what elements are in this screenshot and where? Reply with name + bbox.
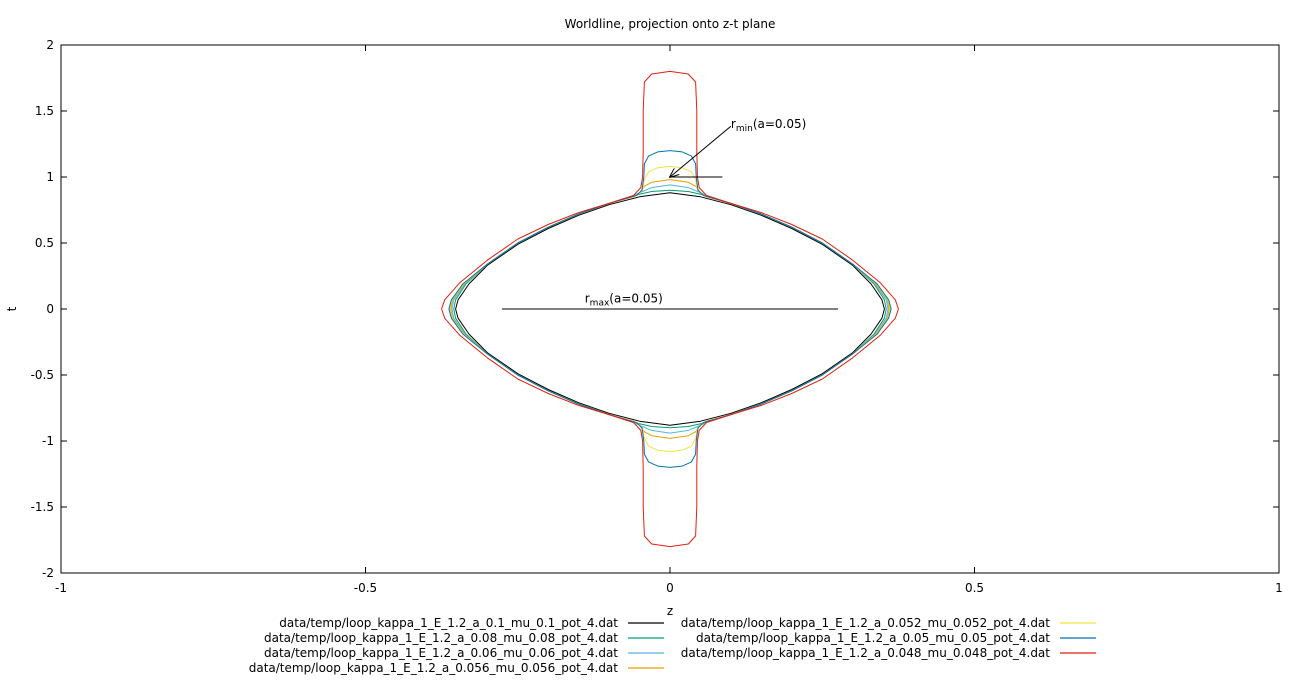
legend-label-5: data/temp/loop_kappa_1_E_1.2_a_0.05_mu_0… (696, 631, 1050, 645)
legend-label-2: data/temp/loop_kappa_1_E_1.2_a_0.06_mu_0… (264, 646, 618, 660)
legend-label-0: data/temp/loop_kappa_1_E_1.2_a_0.1_mu_0.… (279, 616, 618, 630)
x-axis-label: z (667, 604, 673, 618)
annotation-rmax-label: rmax(a=0.05) (585, 291, 663, 308)
y-tick-label: -0.5 (31, 368, 54, 382)
y-tick-label: 1 (46, 170, 54, 184)
series-line-6 (441, 70, 899, 548)
annotation-rmin-arrow (670, 125, 732, 177)
x-tick-label: -0.5 (354, 581, 377, 595)
y-tick-label: -2 (42, 566, 54, 580)
chart-title: Worldline, projection onto z-t plane (565, 17, 776, 31)
legend-label-4: data/temp/loop_kappa_1_E_1.2_a_0.052_mu_… (681, 616, 1051, 630)
legend: data/temp/loop_kappa_1_E_1.2_a_0.1_mu_0.… (249, 616, 1096, 675)
axis-ticks: -1 -0.5 0 0.5 1 -2 -1.5 -1 -0.5 0 0.5 1 1.5 2 (31, 38, 1283, 595)
y-tick-label: 0 (46, 302, 54, 316)
x-tick-label: 0.5 (965, 581, 984, 595)
annotations: rmin(a=0.05) rmax(a=0.05) (501, 117, 839, 310)
x-tick-label: 1 (1275, 581, 1283, 595)
y-tick-label: 1.5 (35, 104, 54, 118)
x-tick-label: -1 (55, 581, 67, 595)
series-line-0 (455, 192, 885, 426)
legend-label-3: data/temp/loop_kappa_1_E_1.2_a_0.056_mu_… (249, 661, 619, 675)
annotation-rmin-label: rmin(a=0.05) (731, 117, 806, 134)
series-line-5 (448, 150, 892, 468)
plot-series (441, 70, 899, 548)
y-tick-label: -1 (42, 434, 54, 448)
y-tick-label: 0.5 (35, 236, 54, 250)
x-tick-label: 0 (666, 581, 674, 595)
y-axis-label: t (5, 306, 19, 311)
y-tick-label: -1.5 (31, 500, 54, 514)
y-tick-label: 2 (46, 38, 54, 52)
legend-label-1: data/temp/loop_kappa_1_E_1.2_a_0.08_mu_0… (264, 631, 618, 645)
legend-label-6: data/temp/loop_kappa_1_E_1.2_a_0.048_mu_… (681, 646, 1051, 660)
